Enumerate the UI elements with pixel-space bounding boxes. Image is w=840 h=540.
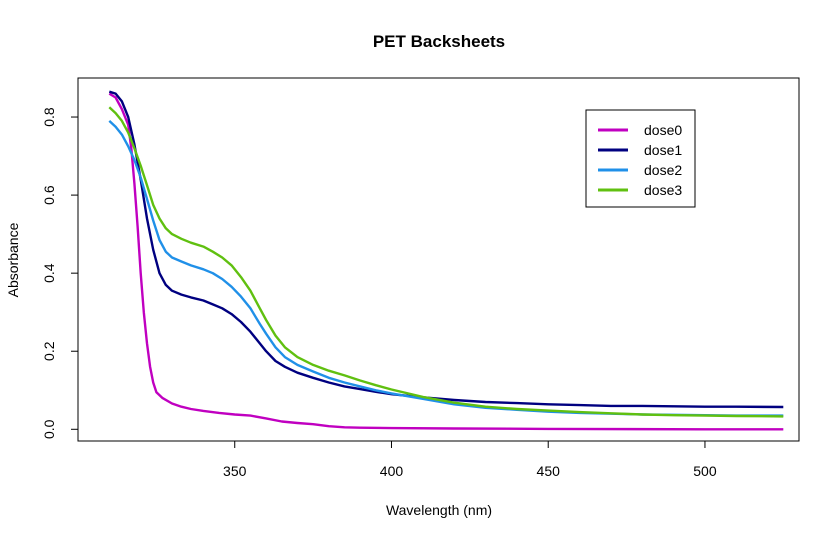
- chart-title: PET Backsheets: [373, 32, 505, 51]
- legend-label-dose1: dose1: [644, 142, 682, 158]
- x-tick-label: 350: [223, 463, 247, 479]
- legend-label-dose3: dose3: [644, 182, 682, 198]
- x-axis-label: Wavelength (nm): [386, 502, 492, 518]
- legend: dose0 dose1 dose2 dose3: [585, 109, 696, 208]
- y-tick-label: 0.2: [41, 341, 57, 361]
- legend-label-dose0: dose0: [644, 122, 682, 138]
- series-line-dose1: [108, 90, 784, 409]
- legend-label-dose2: dose2: [644, 162, 682, 178]
- y-tick-label: 0.6: [41, 185, 57, 205]
- y-tick-label: 0.4: [41, 263, 57, 283]
- series-layer: [108, 90, 784, 431]
- series-line-dose3: [108, 106, 784, 418]
- y-tick-label: 0.8: [41, 107, 57, 127]
- x-axis: 350 400 450 500: [223, 440, 717, 479]
- x-tick-label: 400: [380, 463, 404, 479]
- y-axis-label: Absorbance: [5, 222, 21, 297]
- series-line-dose0: [108, 92, 784, 431]
- x-tick-label: 450: [537, 463, 561, 479]
- y-axis: 0.0 0.2 0.4 0.6 0.8: [41, 107, 79, 439]
- x-tick-label: 500: [693, 463, 717, 479]
- y-tick-label: 0.0: [41, 419, 57, 439]
